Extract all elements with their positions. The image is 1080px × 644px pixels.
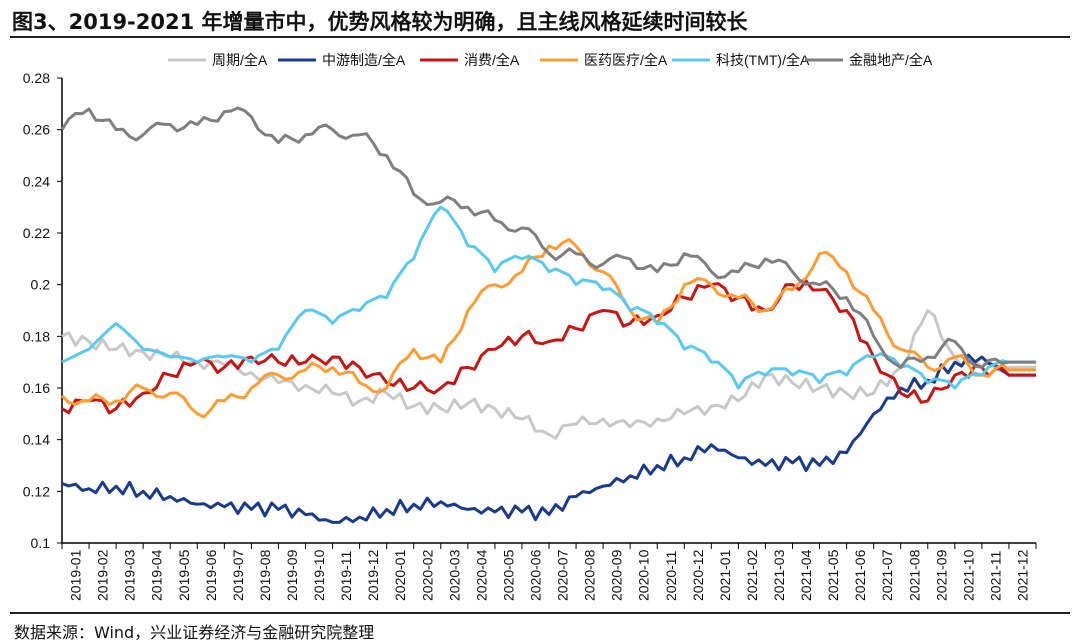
source-divider xyxy=(10,612,1070,614)
x-tick-label: 2020-04 xyxy=(473,549,489,601)
x-tick-label: 2019-02 xyxy=(95,549,111,601)
x-tick-label: 2021-01 xyxy=(717,549,733,601)
legend-label-0: 周期/全A xyxy=(212,52,268,68)
x-tick-label: 2019-04 xyxy=(149,549,165,601)
y-tick-label: 0.2 xyxy=(31,277,51,293)
x-tick-label: 2021-10 xyxy=(960,549,976,601)
series-line-3 xyxy=(60,237,1036,419)
legend-label-2: 消费/全A xyxy=(464,52,520,68)
series-line-0 xyxy=(61,309,1036,440)
x-tick-label: 2021-08 xyxy=(906,549,922,601)
x-tick-label: 2021-09 xyxy=(933,549,949,601)
x-tick-label: 2020-12 xyxy=(690,549,706,601)
x-tick-label: 2020-08 xyxy=(582,549,598,601)
y-tick-label: 0.18 xyxy=(23,328,50,344)
x-tick-label: 2019-07 xyxy=(230,549,246,601)
x-tick-label: 2019-01 xyxy=(68,549,84,601)
series-line-5 xyxy=(60,106,1036,369)
series-line-2 xyxy=(61,279,1036,415)
legend-label-3: 医药医疗/全A xyxy=(584,52,668,68)
y-tick-label: 0.16 xyxy=(23,380,50,396)
y-tick-label: 0.1 xyxy=(31,535,51,551)
y-tick-label: 0.24 xyxy=(23,173,50,189)
x-tick-label: 2021-02 xyxy=(744,549,760,601)
x-tick-label: 2021-11 xyxy=(987,550,1003,601)
x-tick-label: 2019-05 xyxy=(176,549,192,601)
x-tick-label: 2021-04 xyxy=(798,549,814,601)
x-tick-label: 2021-03 xyxy=(771,549,787,601)
x-tick-label: 2020-11 xyxy=(663,550,679,601)
x-tick-label: 2019-03 xyxy=(122,549,138,601)
series-line-4 xyxy=(61,205,1036,390)
x-tick-label: 2021-12 xyxy=(1014,549,1030,601)
x-tick-label: 2020-09 xyxy=(609,549,625,601)
x-tick-label: 2020-03 xyxy=(446,549,462,601)
x-tick-label: 2020-02 xyxy=(419,549,435,601)
legend-label-5: 金融地产/全A xyxy=(849,52,933,68)
x-tick-label: 2019-12 xyxy=(365,549,381,601)
x-tick-label: 2020-10 xyxy=(636,549,652,601)
legend-label-4: 科技(TMT)/全A xyxy=(716,52,810,68)
y-tick-label: 0.26 xyxy=(23,122,50,138)
y-tick-label: 0.14 xyxy=(23,432,50,448)
legend-label-1: 中游制造/全A xyxy=(322,52,406,68)
x-tick-label: 2019-08 xyxy=(257,549,273,601)
x-tick-label: 2021-07 xyxy=(879,549,895,601)
x-tick-label: 2020-01 xyxy=(392,549,408,601)
source-note: 数据来源：Wind，兴业证券经济与金融研究院整理 xyxy=(14,623,375,642)
x-tick-label: 2021-06 xyxy=(852,549,868,601)
x-tick-label: 2021-05 xyxy=(825,549,841,601)
series-line-1 xyxy=(61,353,1036,524)
y-tick-label: 0.22 xyxy=(23,225,50,241)
x-tick-label: 2020-05 xyxy=(500,549,516,601)
x-tick-label: 2019-09 xyxy=(284,549,300,601)
y-tick-label: 0.12 xyxy=(23,483,50,499)
x-tick-label: 2020-07 xyxy=(555,549,571,601)
x-tick-label: 2019-06 xyxy=(203,549,219,601)
x-tick-label: 2019-10 xyxy=(311,549,327,601)
x-tick-label: 2019-11 xyxy=(338,550,354,601)
chart-title: 图3、2019-2021 年增量市中，优势风格较为明确，且主线风格延续时间较长 xyxy=(12,10,748,34)
y-tick-label: 0.28 xyxy=(23,70,50,86)
title-divider xyxy=(10,36,1070,38)
x-tick-label: 2020-06 xyxy=(527,549,543,601)
